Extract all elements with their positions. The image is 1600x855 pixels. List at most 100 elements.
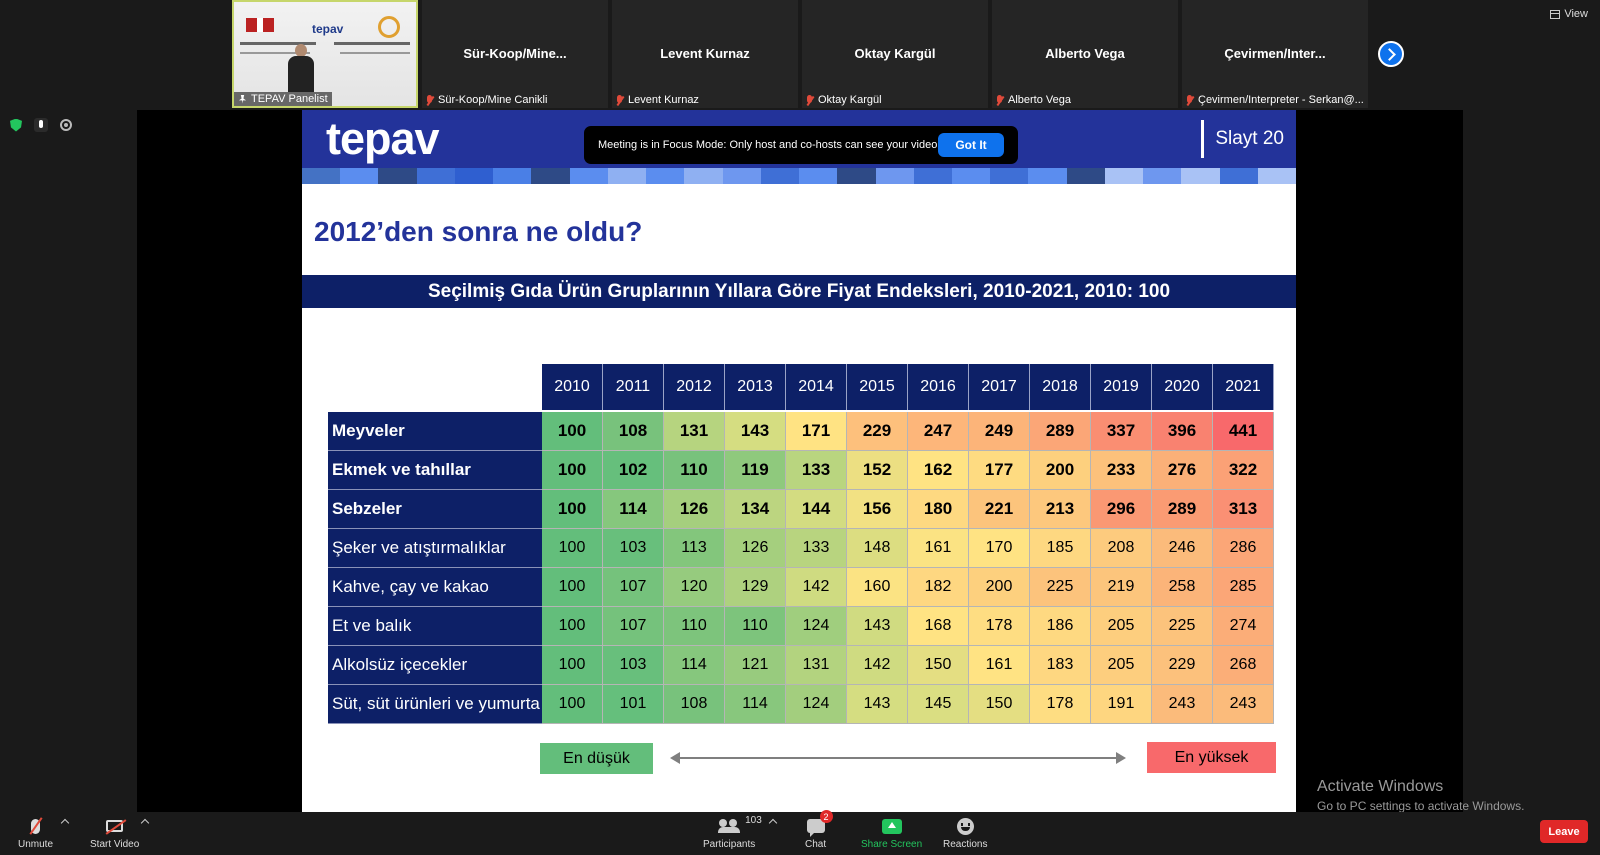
- thumb-logo: tepav: [312, 22, 344, 36]
- stripe-segment: [1219, 168, 1258, 184]
- participant-tile-levent-kurnaz[interactable]: Levent Kurnaz Levent Kurnaz: [612, 0, 798, 108]
- table-cell: 200: [1030, 451, 1091, 490]
- table-cell: 177: [969, 451, 1030, 490]
- participant-tile-tepav-panelist[interactable]: tepav TEPAV Panelist: [232, 0, 418, 108]
- year-header-cell: 2021: [1213, 364, 1274, 410]
- participant-tile-sur-koop[interactable]: Sür-Koop/Mine... Sür-Koop/Mine Canikli: [422, 0, 608, 108]
- table-cell: 205: [1091, 646, 1152, 685]
- participant-display-name: Oktay Kargül: [854, 46, 936, 61]
- participant-label: Oktay Kargül: [806, 94, 984, 106]
- audio-options-chevron-icon[interactable]: [60, 818, 70, 828]
- participant-tile-oktay-kargul[interactable]: Oktay Kargül Oktay Kargül: [802, 0, 988, 108]
- security-shield-icon[interactable]: [10, 118, 22, 132]
- legend-lowest: En düşük: [540, 743, 653, 774]
- table-cell: 178: [969, 607, 1030, 646]
- table-cell: 150: [908, 646, 969, 685]
- table-cell: 126: [725, 529, 786, 568]
- meeting-toolbar: Unmute Start Video 103 Participants 2 Ch…: [0, 810, 1600, 855]
- participant-display-name: Çevirmen/Inter...: [1224, 46, 1326, 61]
- table-cell: 200: [969, 568, 1030, 607]
- table-cell: 107: [603, 607, 664, 646]
- reactions-icon: [956, 817, 974, 835]
- table-cell: 160: [847, 568, 908, 607]
- stripe-segment: [531, 168, 570, 184]
- legend-arrow: [670, 752, 1126, 764]
- table-cell: 229: [1152, 646, 1213, 685]
- participant-name: Levent Kurnaz: [628, 94, 699, 106]
- table-row: Meyveler 100 108 131 143 171 229 247 249 289 337 39…: [328, 412, 1274, 451]
- view-button[interactable]: View: [1550, 8, 1588, 20]
- table-cell: 152: [847, 451, 908, 490]
- participants-count: 103: [745, 815, 762, 826]
- table-cell: 191: [1091, 685, 1152, 724]
- table-cell: 322: [1213, 451, 1274, 490]
- participant-video: tepav: [234, 2, 416, 106]
- gallery-next-page-button[interactable]: [1378, 41, 1404, 67]
- leave-button[interactable]: Leave: [1540, 820, 1588, 843]
- table-row: Süt, süt ürünleri ve yumurta 100 101 108 114…: [328, 685, 1274, 724]
- row-label: Süt, süt ürünleri ve yumurta: [328, 685, 542, 724]
- table-cell: 229: [847, 412, 908, 451]
- stripe-segment: [760, 168, 800, 184]
- participant-label: Sür-Koop/Mine Canikli: [426, 94, 604, 106]
- pin-icon: [238, 94, 247, 104]
- table-cell: 219: [1091, 568, 1152, 607]
- table-cell: 182: [908, 568, 969, 607]
- table-cell: 286: [1213, 529, 1274, 568]
- table-cell: 225: [1152, 607, 1213, 646]
- stripe-segment: [951, 168, 991, 184]
- got-it-button[interactable]: Got It: [938, 133, 1004, 157]
- participant-display-name: Sür-Koop/Mine...: [463, 46, 567, 61]
- camera-off-icon: [106, 820, 124, 832]
- legend-highest: En yüksek: [1147, 742, 1276, 773]
- table-cell: 243: [1152, 685, 1213, 724]
- participant-tile-alberto-vega[interactable]: Alberto Vega Alberto Vega: [992, 0, 1178, 108]
- table-body: Meyveler 100 108 131 143 171 229 247 249 289 337 39…: [328, 412, 1274, 724]
- table-cell: 186: [1030, 607, 1091, 646]
- stripe-segment: [875, 168, 914, 184]
- share-screen-button[interactable]: Share Screen: [861, 816, 922, 850]
- table-cell: 102: [603, 451, 664, 490]
- table-cell: 100: [542, 685, 603, 724]
- table-cell: 249: [969, 412, 1030, 451]
- table-cell: 124: [786, 685, 847, 724]
- stripe-segment: [302, 168, 341, 184]
- stripe-segment: [1066, 168, 1105, 184]
- table-cell: 126: [664, 490, 725, 529]
- participants-options-chevron-icon[interactable]: [768, 818, 778, 828]
- table-cell: 243: [1213, 685, 1274, 724]
- participant-name: Oktay Kargül: [818, 94, 882, 106]
- video-options-chevron-icon[interactable]: [140, 818, 150, 828]
- table-cell: 168: [908, 607, 969, 646]
- table-cell: 103: [603, 529, 664, 568]
- recording-icon[interactable]: [60, 119, 72, 131]
- participant-name: Sür-Koop/Mine Canikli: [438, 94, 548, 106]
- unmute-button[interactable]: Unmute: [18, 816, 53, 850]
- participants-button[interactable]: 103 Participants: [703, 815, 762, 850]
- stripe-segment: [646, 168, 685, 184]
- chat-button[interactable]: 2 Chat: [805, 810, 833, 850]
- table-cell: 258: [1152, 568, 1213, 607]
- start-video-button[interactable]: Start Video: [90, 816, 139, 850]
- backdrop-text-line: [240, 52, 310, 54]
- microphone-icon[interactable]: [34, 118, 48, 132]
- participant-label: Çevirmen/Interpreter - Serkan@...: [1186, 94, 1364, 106]
- table-cell: 183: [1030, 646, 1091, 685]
- table-cell: 142: [786, 568, 847, 607]
- year-header-cell: 2011: [603, 364, 664, 410]
- table-cell: 124: [786, 607, 847, 646]
- participant-tile-interpreter[interactable]: Çevirmen/Inter... Çevirmen/Interpreter -…: [1182, 0, 1368, 108]
- start-video-label: Start Video: [90, 839, 140, 850]
- participant-name: Çevirmen/Interpreter - Serkan@...: [1198, 94, 1364, 106]
- table-cell: 133: [786, 529, 847, 568]
- chat-label: Chat: [805, 839, 827, 850]
- reactions-button[interactable]: Reactions: [943, 816, 987, 850]
- table-cell: 162: [908, 451, 969, 490]
- watermark-title: Activate Windows: [1317, 778, 1444, 795]
- stripe-segment: [569, 168, 608, 184]
- year-header-cell: 2012: [664, 364, 725, 410]
- table-cell: 247: [908, 412, 969, 451]
- table-cell: 161: [908, 529, 969, 568]
- participants-icon: [718, 819, 741, 833]
